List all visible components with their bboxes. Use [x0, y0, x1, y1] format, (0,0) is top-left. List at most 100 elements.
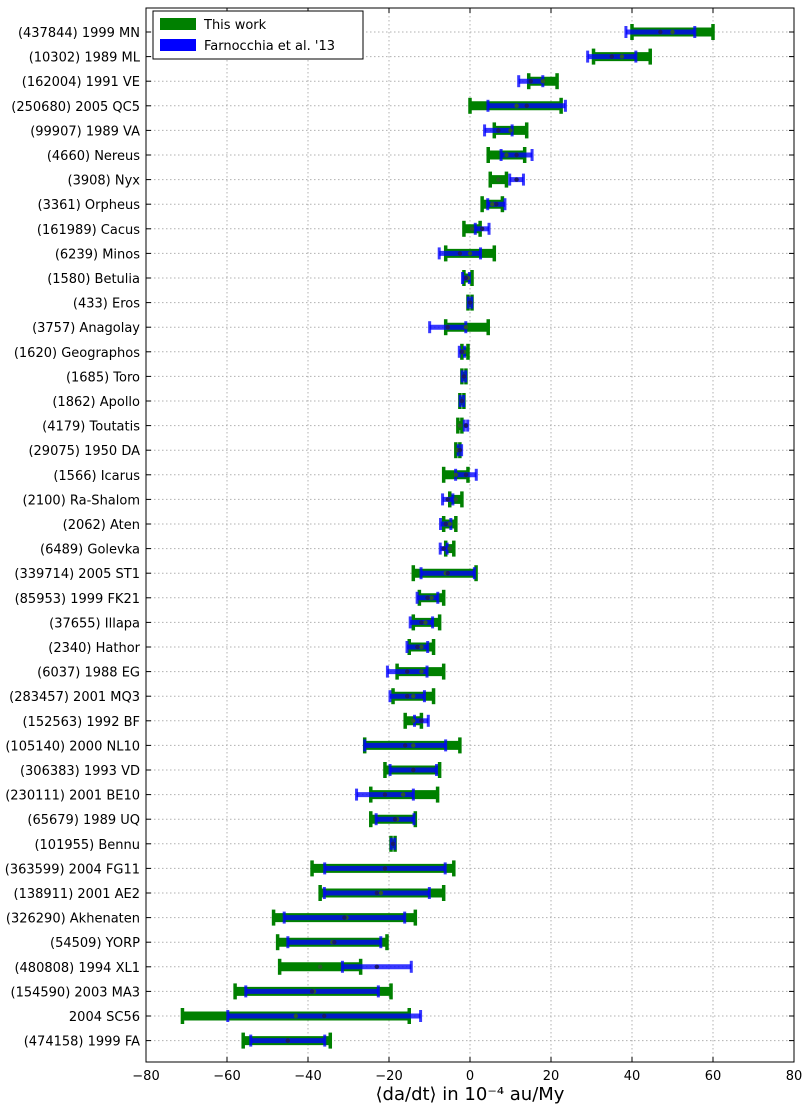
category-label: (230111) 2001 BE10: [5, 789, 140, 804]
point-this-work: [540, 79, 546, 84]
point-farnocchia: [382, 792, 388, 797]
point-this-work: [490, 202, 495, 207]
category-label: (339714) 2005 ST1: [14, 567, 140, 582]
point-farnocchia: [445, 497, 450, 502]
point-this-work: [496, 177, 501, 182]
x-tick-label: −20: [375, 1069, 402, 1084]
category-label: (6489) Golevka: [40, 543, 140, 558]
x-axis-label: ⟨da/dt⟩ in 10⁻⁴ au/My: [376, 1084, 565, 1105]
point-this-work: [411, 743, 416, 748]
category-label: (1580) Betulia: [47, 272, 140, 287]
category-label: (326290) Akhenaten: [6, 912, 140, 927]
point-this-work: [508, 128, 513, 133]
point-farnocchia: [374, 964, 380, 969]
category-label: (162004) 1991 VE: [22, 75, 140, 90]
x-tick-label: 40: [624, 1069, 641, 1084]
point-this-work: [457, 423, 463, 428]
point-farnocchia: [609, 54, 614, 59]
legend-swatch-this-work: [160, 18, 196, 30]
category-label: (437844) 1999 MN: [18, 26, 140, 41]
grid-layer: [146, 8, 794, 1062]
point-farnocchia: [461, 374, 467, 379]
point-farnocchia: [322, 1013, 327, 1019]
point-this-work: [504, 152, 509, 158]
category-label: (433) Eros: [73, 297, 140, 312]
point-farnocchia: [382, 866, 388, 871]
category-label: (65679) 1989 UQ: [27, 813, 140, 828]
point-farnocchia: [494, 202, 499, 207]
category-label: (54509) YORP: [50, 936, 140, 951]
point-farnocchia: [524, 103, 529, 109]
bars-layer: [180, 24, 715, 1049]
point-farnocchia: [514, 177, 519, 182]
category-label: (6037) 1988 EG: [37, 666, 140, 681]
category-label: (29075) 1950 DA: [28, 444, 140, 459]
category-label: (306383) 1993 VD: [20, 764, 140, 779]
category-label: (3361) Orpheus: [38, 198, 141, 213]
point-farnocchia: [479, 226, 485, 231]
point-farnocchia: [459, 398, 465, 404]
x-tick-label: −40: [294, 1069, 321, 1084]
category-label: (250680) 2005 QC5: [11, 100, 140, 115]
point-this-work: [467, 251, 473, 256]
point-farnocchia: [467, 300, 473, 305]
point-farnocchia: [425, 595, 430, 600]
x-tick-label: 80: [786, 1069, 803, 1084]
point-this-work: [447, 521, 452, 527]
category-label: (283457) 2001 MQ3: [9, 690, 140, 705]
labels-layer: −80 −60 −40 −20 0 20 40 60 80 (437844) 1999 MN (10…: [5, 26, 802, 1084]
point-farnocchia: [332, 940, 337, 945]
category-label: (6239) Minos: [55, 247, 140, 262]
point-farnocchia: [415, 644, 420, 650]
point-farnocchia: [392, 817, 398, 822]
point-this-work: [411, 694, 416, 699]
point-this-work: [378, 890, 384, 896]
category-label: (2100) Ra-Shalom: [23, 493, 140, 508]
point-farnocchia: [441, 546, 446, 551]
category-label: (85953) 1999 FK21: [15, 592, 140, 607]
point-farnocchia: [658, 29, 663, 35]
point-farnocchia: [496, 128, 501, 133]
point-farnocchia: [411, 767, 416, 773]
point-farnocchia: [457, 251, 463, 256]
category-label: (474158) 1999 FA: [24, 1035, 140, 1050]
category-label: (363599) 2004 FG11: [5, 862, 140, 877]
point-this-work: [469, 226, 475, 231]
category-label: (2340) Hathor: [48, 641, 140, 656]
point-this-work: [429, 595, 434, 600]
point-this-work: [400, 792, 406, 797]
category-label: (161989) Cacus: [37, 223, 140, 238]
point-farnocchia: [405, 669, 410, 674]
category-label: (4660) Nereus: [47, 149, 140, 164]
point-this-work: [317, 964, 323, 969]
category-label: (2062) Aten: [63, 518, 140, 533]
point-farnocchia: [309, 989, 315, 994]
category-label: (1685) Toro: [66, 370, 140, 385]
x-tick-label: −80: [132, 1069, 159, 1084]
point-this-work: [453, 472, 459, 477]
category-label: (101955) Bennu: [34, 838, 140, 853]
x-tick-label: −60: [213, 1069, 240, 1084]
point-farnocchia: [342, 915, 347, 920]
point-farnocchia: [514, 152, 519, 158]
x-tick-label: 60: [705, 1069, 722, 1084]
category-label: (154590) 2003 MA3: [11, 985, 141, 1000]
point-farnocchia: [285, 1038, 290, 1043]
point-this-work: [423, 620, 428, 625]
point-farnocchia: [443, 521, 448, 527]
category-label: (138911) 2001 AE2: [14, 887, 141, 902]
point-farnocchia: [459, 349, 465, 354]
category-label: (3757) Anagolay: [32, 321, 140, 336]
point-this-work: [419, 644, 424, 650]
category-label: (1862) Apollo: [52, 395, 140, 410]
category-label: (1566) Icarus: [53, 469, 140, 484]
legend: This work Farnocchia et al. '13: [152, 10, 364, 60]
point-farnocchia: [445, 325, 450, 330]
point-farnocchia: [405, 694, 410, 699]
x-tick-label: 0: [466, 1069, 474, 1084]
category-label: (4179) Toutatis: [42, 420, 140, 435]
point-this-work: [453, 497, 459, 502]
point-farnocchia: [403, 743, 408, 748]
point-this-work: [411, 718, 416, 723]
